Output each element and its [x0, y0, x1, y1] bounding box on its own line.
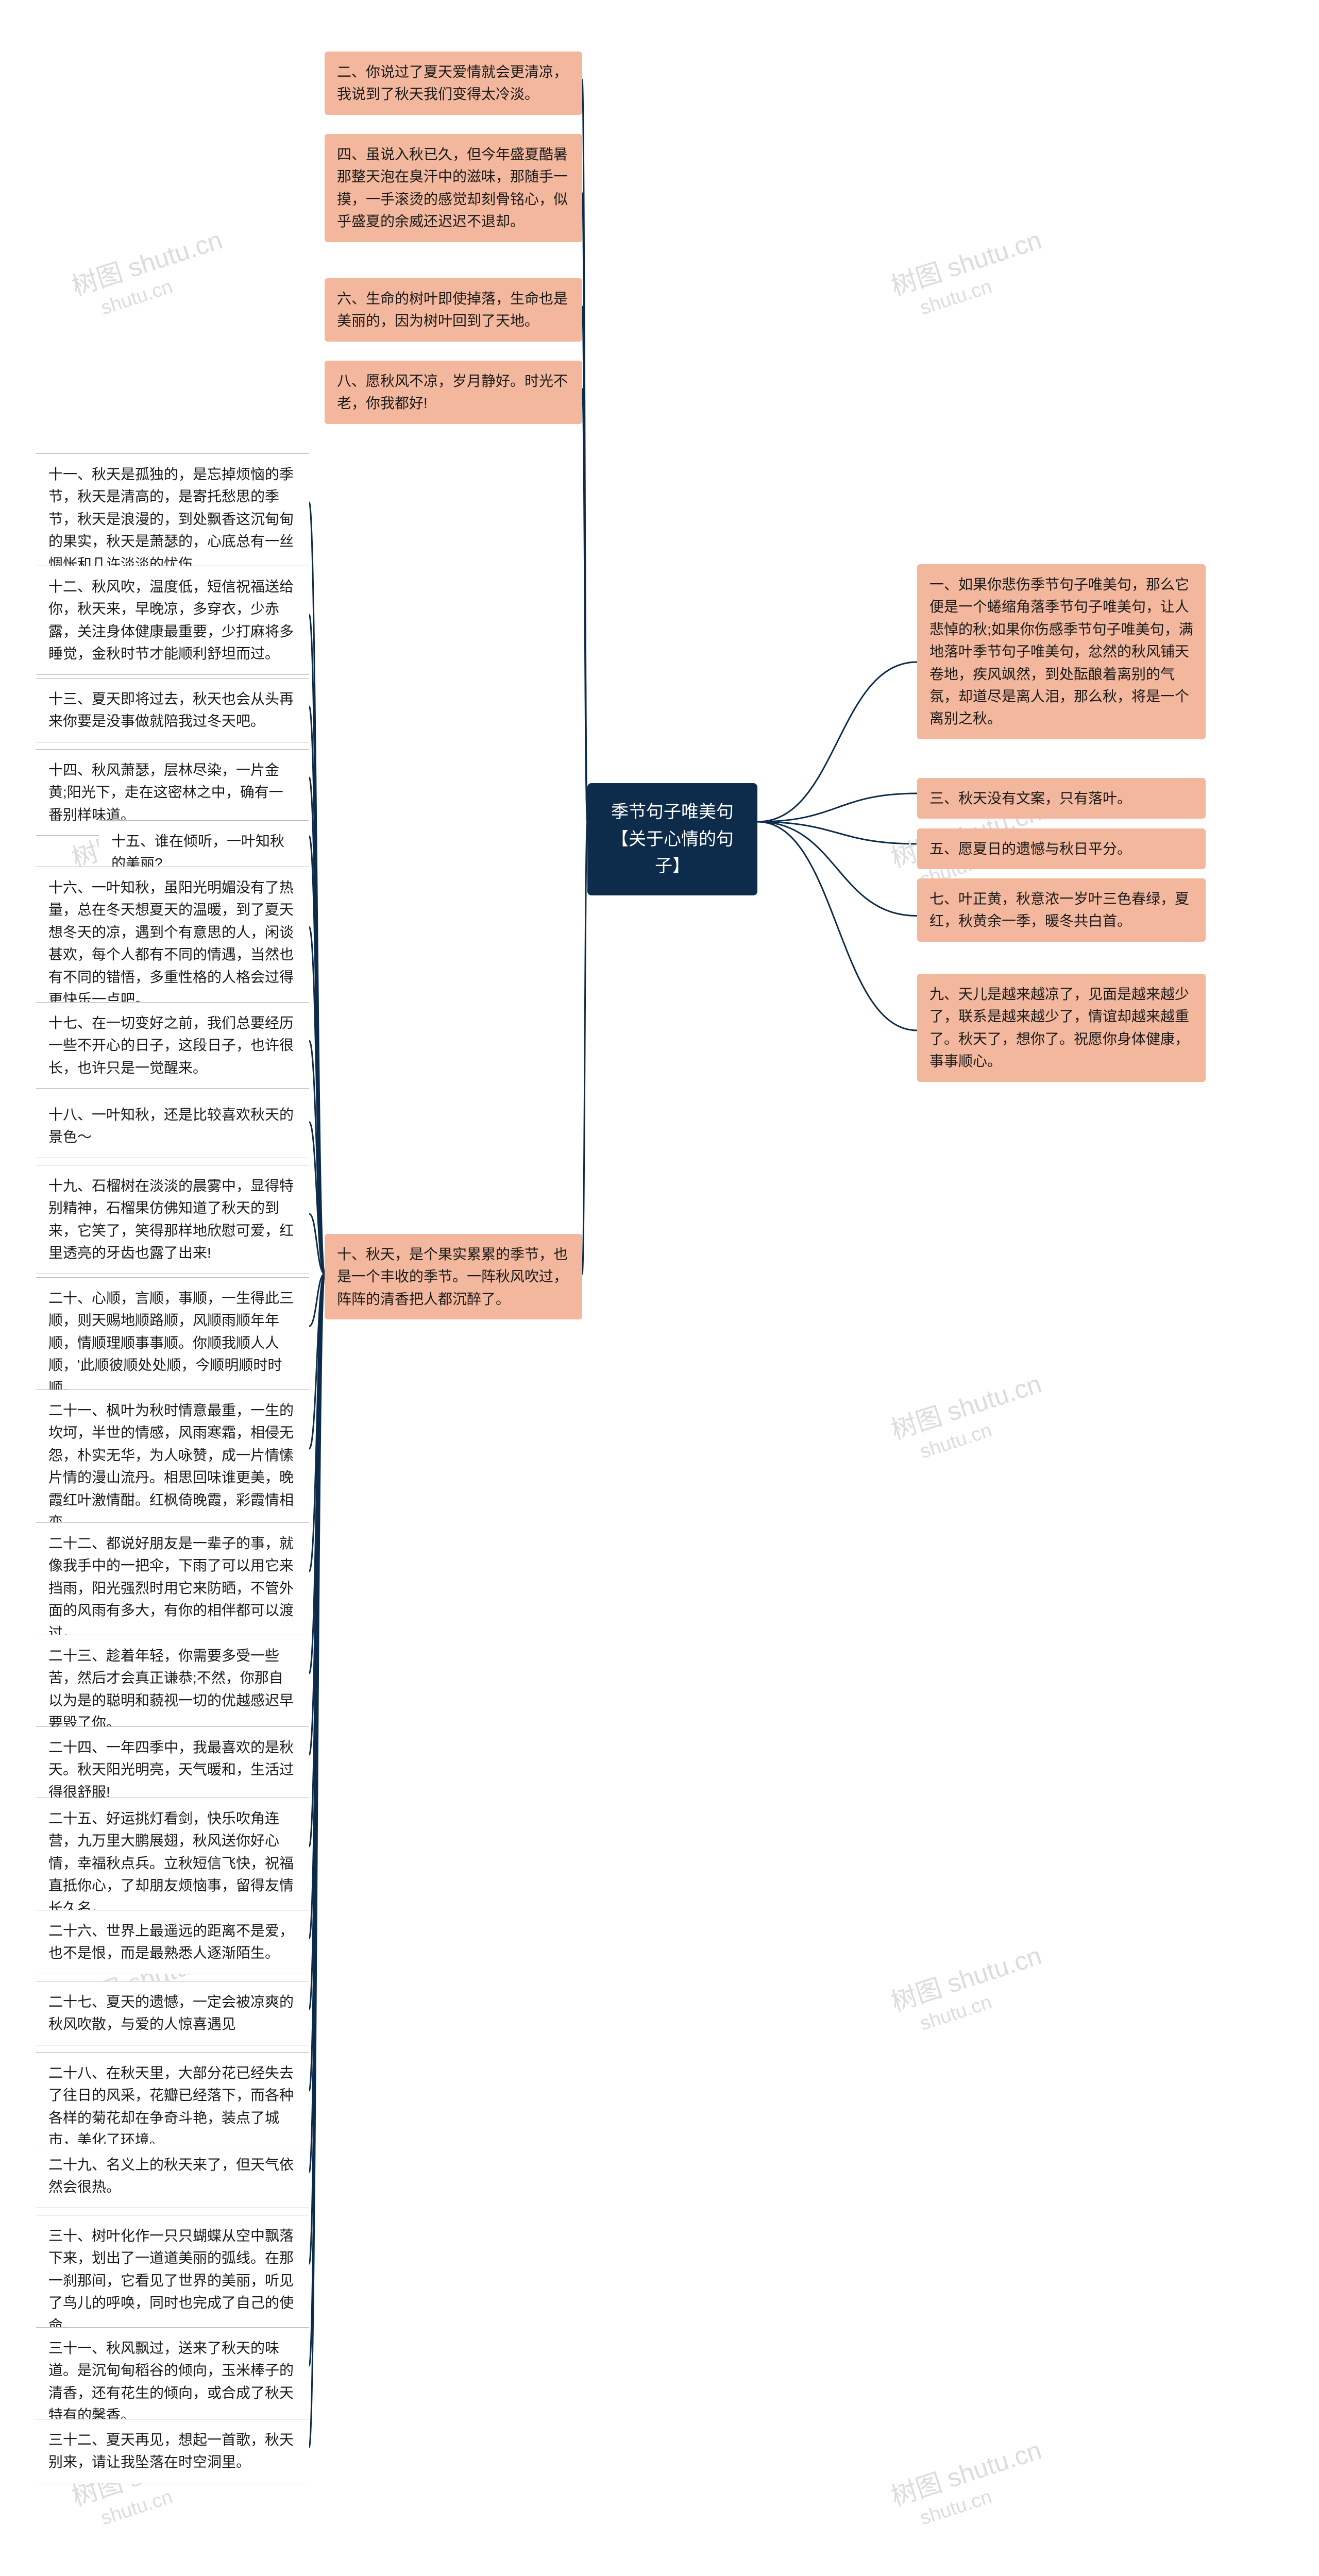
- left-node-l2: 二、你说过了夏天爱情就会更清凉，我说到了秋天我们变得太冷淡。: [325, 52, 582, 115]
- child-node-c30: 三十、树叶化作一只只蝴蝶从空中飘落下来，划出了一道道美丽的弧线。在那一刹那间，它…: [36, 2215, 309, 2346]
- left-node-l8: 八、愿秋风不凉，岁月静好。时光不老，你我都好!: [325, 361, 582, 424]
- child-node-c26: 二十六、世界上最遥远的距离不是爱，也不是恨，而是最熟悉人逐渐陌生。: [36, 1910, 309, 1974]
- child-node-c25: 二十五、好运挑灯看剑，快乐吹角连营，九万里大鹏展翅，秋风送你好心情，幸福秋点兵。…: [36, 1798, 309, 1929]
- child-node-c13: 十三、夏天即将过去，秋天也会从头再来你要是没事做就陪我过冬天吧。: [36, 678, 309, 742]
- left-node-l4: 四、虽说入秋已久，但今年盛夏酷暑那整天泡在臭汗中的滋味，那随手一摸，一手滚烫的感…: [325, 134, 582, 242]
- right-node-r1: 一、如果你悲伤季节句子唯美句，那么它便是一个蜷缩角落季节句子唯美句，让人悲悼的秋…: [917, 564, 1206, 739]
- child-node-c12: 十二、秋风吹，温度低，短信祝福送给你，秋天来，早晚凉，多穿衣，少赤露，关注身体健…: [36, 566, 309, 675]
- child-node-c17: 十七、在一切变好之前，我们总要经历一些不开心的日子，这段日子，也许很长，也许只是…: [36, 1002, 309, 1089]
- left-node-l10: 十、秋天，是个果实累累的季节，也是一个丰收的季节。一阵秋风吹过，阵阵的清香把人都…: [325, 1234, 582, 1319]
- child-node-c19: 十九、石榴树在淡淡的晨雾中，显得特别精神，石榴果仿佛知道了秋天的到来，它笑了，笑…: [36, 1165, 309, 1274]
- child-node-c29: 二十九、名义上的秋天来了，但天气依然会很热。: [36, 2144, 309, 2208]
- child-node-c21: 二十一、枫叶为秋时情意最重，一生的坎坷，半世的情感，风雨寒霜，相侵无怨，朴实无华…: [36, 1389, 309, 1543]
- child-node-c18: 十八、一叶知秋，还是比较喜欢秋天的景色～: [36, 1094, 309, 1158]
- child-node-c32: 三十二、夏天再见，想起一首歌，秋天别来，请让我坠落在时空洞里。: [36, 2419, 309, 2483]
- mindmap-canvas: 季节句子唯美句【关于心情的句子】 树图 shutu.cnshutu.cn 树图 s…: [0, 0, 1319, 2576]
- child-node-c27: 二十七、夏天的遗憾，一定会被凉爽的秋风吹散，与爱的人惊喜遇见: [36, 1981, 309, 2045]
- watermark: 树图 shutu.cnshutu.cn: [66, 219, 234, 326]
- right-node-r7: 七、叶正黄，秋意浓一岁叶三色春绿，夏红，秋黄余一季，暖冬共白首。: [917, 878, 1206, 942]
- right-node-r9: 九、天儿是越来越凉了，见面是越来越少了，联系是越来越少了，情谊却越来越重了。秋天…: [917, 974, 1206, 1082]
- watermark: 树图 shutu.cnshutu.cn: [886, 1935, 1053, 2042]
- watermark: 树图 shutu.cnshutu.cn: [886, 2430, 1053, 2536]
- child-node-c20: 二十、心顺，言顺，事顺，一生得此三顺，则天赐地顺路顺，风顺雨顺年年顺，情顺理顺事…: [36, 1277, 309, 1409]
- right-node-r5: 五、愿夏日的遗憾与秋日平分。: [917, 828, 1206, 869]
- left-node-l6: 六、生命的树叶即使掉落，生命也是美丽的，因为树叶回到了天地。: [325, 278, 582, 342]
- watermark: 树图 shutu.cnshutu.cn: [886, 1363, 1053, 1470]
- child-node-c16: 十六、一叶知秋，虽阳光明媚没有了热量，总在冬天想夏天的温暖，到了夏天想冬天的凉，…: [36, 867, 309, 1020]
- child-node-c11: 十一、秋天是孤独的，是忘掉烦恼的季节，秋天是清高的，是寄托愁思的季节，秋天是浪漫…: [36, 453, 309, 585]
- child-node-c22: 二十二、都说好朋友是一辈子的事，就像我手中的一把伞，下雨了可以用它来挡雨，阳光强…: [36, 1522, 309, 1654]
- center-node: 季节句子唯美句【关于心情的句子】: [587, 783, 757, 895]
- right-node-r3: 三、秋天没有文案，只有落叶。: [917, 778, 1206, 819]
- watermark: 树图 shutu.cnshutu.cn: [886, 219, 1053, 326]
